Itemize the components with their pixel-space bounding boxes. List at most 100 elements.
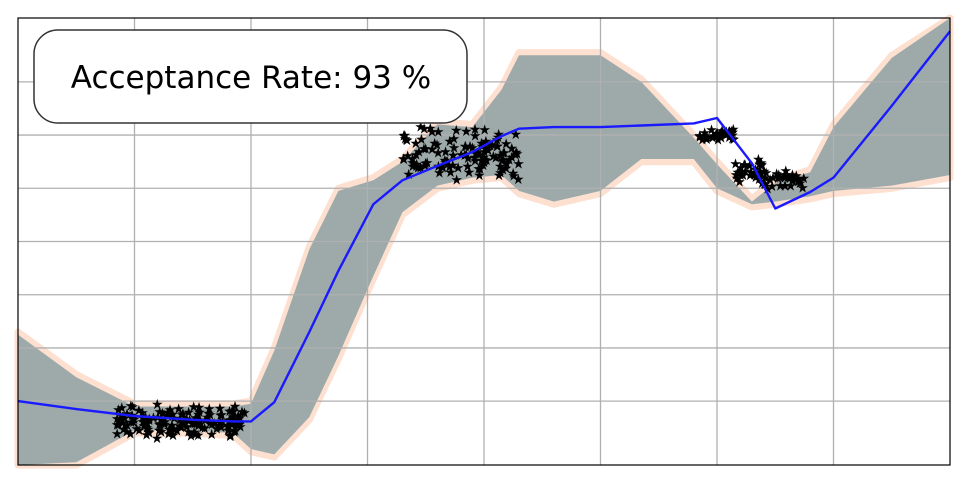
data-point: ★ — [182, 425, 195, 441]
data-point: ★ — [786, 174, 799, 190]
data-point: ★ — [698, 125, 711, 141]
data-point: ★ — [432, 125, 445, 141]
data-point: ★ — [512, 156, 525, 172]
data-point: ★ — [162, 408, 175, 424]
data-point: ★ — [786, 173, 799, 189]
data-point: ★ — [705, 123, 718, 139]
data-point: ★ — [448, 141, 461, 157]
data-point: ★ — [736, 165, 749, 181]
data-point: ★ — [214, 401, 227, 417]
data-point: ★ — [426, 142, 439, 158]
data-point: ★ — [234, 420, 247, 436]
data-point: ★ — [699, 129, 712, 145]
data-point: ★ — [428, 136, 441, 152]
data-point: ★ — [398, 152, 411, 168]
data-point: ★ — [410, 157, 423, 173]
data-point: ★ — [494, 166, 507, 182]
data-point: ★ — [774, 171, 787, 187]
data-point: ★ — [236, 404, 249, 420]
data-point: ★ — [723, 124, 736, 140]
uncertainty-band-inner — [18, 18, 950, 465]
data-point: ★ — [130, 422, 143, 438]
data-point: ★ — [512, 172, 525, 188]
data-point: ★ — [444, 165, 457, 181]
data-point: ★ — [491, 139, 504, 155]
data-point: ★ — [215, 420, 228, 436]
data-point: ★ — [796, 180, 809, 196]
data-point: ★ — [137, 414, 150, 430]
data-point: ★ — [136, 410, 149, 426]
data-point: ★ — [774, 178, 787, 194]
data-point: ★ — [439, 145, 452, 161]
data-point: ★ — [215, 408, 228, 424]
data-point: ★ — [192, 428, 205, 444]
data-point: ★ — [786, 167, 799, 183]
data-point: ★ — [224, 429, 237, 445]
data-point: ★ — [192, 418, 205, 434]
data-point: ★ — [141, 416, 154, 432]
data-point: ★ — [205, 427, 218, 443]
data-point: ★ — [185, 428, 198, 444]
data-point: ★ — [779, 179, 792, 195]
data-point: ★ — [229, 424, 242, 440]
data-point: ★ — [500, 157, 513, 173]
data-point: ★ — [175, 420, 188, 436]
data-point: ★ — [784, 171, 797, 187]
data-point: ★ — [477, 150, 490, 166]
data-point: ★ — [139, 410, 152, 426]
data-point: ★ — [478, 123, 491, 139]
band-inner-layer — [18, 18, 950, 465]
data-point: ★ — [490, 150, 503, 166]
data-point: ★ — [459, 139, 472, 155]
data-point: ★ — [500, 161, 513, 177]
acceptance-rate-annotation: Acceptance Rate: 93 % — [33, 29, 468, 124]
data-point: ★ — [749, 167, 762, 183]
data-point: ★ — [140, 428, 153, 444]
data-point: ★ — [749, 166, 762, 182]
data-point: ★ — [112, 418, 125, 434]
data-point: ★ — [734, 168, 747, 184]
data-point: ★ — [444, 134, 457, 150]
data-point: ★ — [410, 159, 423, 175]
data-point: ★ — [732, 165, 745, 181]
data-point: ★ — [694, 130, 707, 146]
data-point: ★ — [419, 156, 432, 172]
data-point: ★ — [116, 401, 129, 417]
data-point: ★ — [418, 142, 431, 158]
data-point: ★ — [473, 168, 486, 184]
data-point: ★ — [494, 148, 507, 164]
data-point: ★ — [153, 423, 166, 439]
data-point: ★ — [479, 153, 492, 169]
data-point: ★ — [739, 164, 752, 180]
data-point: ★ — [511, 147, 524, 163]
data-point: ★ — [226, 404, 239, 420]
data-point: ★ — [180, 420, 193, 436]
data-point: ★ — [798, 171, 811, 187]
data-point: ★ — [729, 156, 742, 172]
data-point: ★ — [789, 172, 802, 188]
data-point: ★ — [120, 424, 133, 440]
data-point: ★ — [421, 155, 434, 171]
data-point: ★ — [189, 411, 202, 427]
data-point: ★ — [723, 130, 736, 146]
data-point: ★ — [755, 158, 768, 174]
data-point: ★ — [753, 157, 766, 173]
data-point: ★ — [426, 125, 439, 141]
data-point: ★ — [720, 127, 733, 143]
data-point: ★ — [719, 125, 732, 141]
data-point: ★ — [792, 174, 805, 190]
data-point: ★ — [754, 165, 767, 181]
data-point: ★ — [401, 133, 414, 149]
data-point: ★ — [712, 133, 725, 149]
data-point: ★ — [699, 129, 712, 145]
mean-line — [17, 30, 951, 423]
data-point: ★ — [193, 400, 206, 416]
data-point: ★ — [739, 158, 752, 174]
data-point: ★ — [503, 152, 516, 168]
data-point: ★ — [450, 123, 463, 139]
data-point: ★ — [507, 169, 520, 185]
data-point: ★ — [116, 416, 129, 432]
data-point: ★ — [231, 416, 244, 432]
data-point: ★ — [415, 132, 428, 148]
data-point: ★ — [469, 128, 482, 144]
